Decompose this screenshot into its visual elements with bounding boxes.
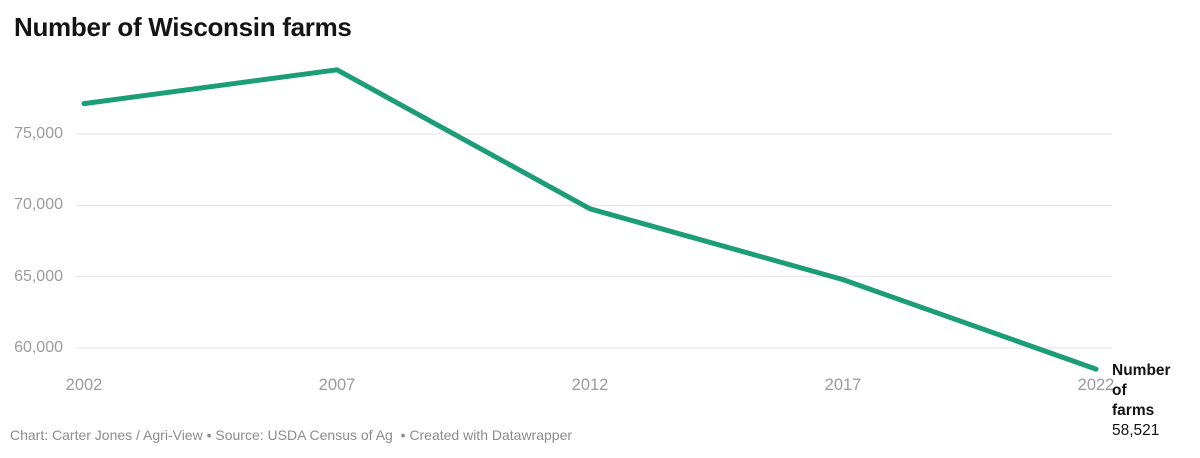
y-tick-label: 75,000: [14, 125, 63, 142]
x-tick-label: 2007: [318, 376, 356, 394]
chart-title: Number of Wisconsin farms: [14, 12, 352, 42]
farms-series-line: [81, 67, 1099, 372]
attribution-footer: Chart: Carter Jones / Agri-View • Source…: [10, 427, 573, 443]
x-tick-label: 2002: [65, 376, 103, 394]
x-tick-label: 2017: [824, 376, 862, 394]
gridlines: [76, 133, 1112, 349]
y-tick-label: 60,000: [14, 339, 63, 356]
x-tick-label: 2012: [571, 376, 609, 394]
series-annotation-value: 58,521: [1112, 422, 1160, 439]
x-tick-label: 2022: [1077, 376, 1115, 394]
series-annotation-label: Number of farms: [1112, 362, 1171, 419]
y-tick-label: 70,000: [14, 196, 63, 214]
series-annotation: Number of farms 58,521: [1112, 361, 1171, 441]
y-tick-label: 65,000: [14, 267, 63, 285]
